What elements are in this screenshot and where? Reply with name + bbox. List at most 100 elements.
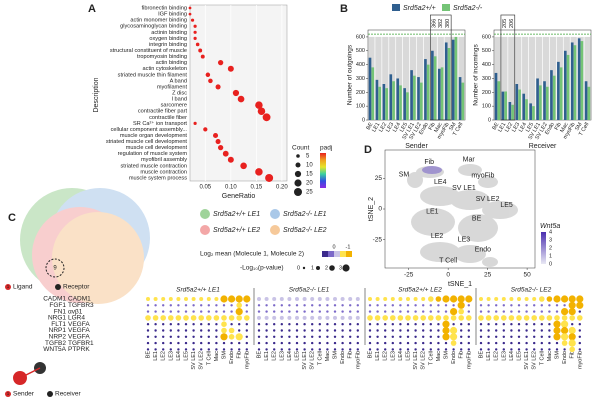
- column-label: LE3: [390, 351, 396, 361]
- x-tick-label: SM: [448, 121, 458, 132]
- legend-label: 1: [7, 391, 10, 396]
- dot: [391, 323, 394, 326]
- x-tick-label: 0.15: [251, 185, 263, 191]
- column-label: BE: [367, 351, 373, 359]
- panel-label: A: [88, 3, 96, 15]
- cluster-label: myoFib: [471, 173, 494, 180]
- dot: [509, 297, 514, 301]
- dot: [280, 323, 283, 326]
- dot: [243, 295, 251, 303]
- legend-dot: [270, 225, 280, 235]
- x-tick-label: Fib: [428, 122, 437, 132]
- legend-label: 2: [49, 391, 52, 396]
- dot: [349, 341, 352, 345]
- dot: [317, 315, 322, 320]
- dot: [555, 348, 559, 351]
- tsne-cells: [407, 164, 518, 267]
- dot: [221, 321, 227, 328]
- dot: [184, 341, 188, 345]
- y-tick-label: Z disc: [172, 90, 187, 96]
- dot: [152, 315, 159, 321]
- dot: [467, 348, 470, 351]
- dot: [303, 348, 306, 351]
- dot: [525, 341, 528, 345]
- dot: [510, 323, 513, 326]
- y-tick-label: I band: [171, 97, 187, 103]
- dot: [553, 320, 561, 328]
- annotation: 382: [438, 19, 444, 28]
- dot: [405, 315, 411, 321]
- column-label: myoFib: [355, 351, 361, 369]
- legend-label: Sender: [13, 391, 35, 398]
- y-tick-label: striated muscle thin filament: [118, 72, 188, 78]
- y-tick-label: 100: [482, 104, 491, 110]
- dot: [479, 323, 483, 326]
- background-bar: [494, 36, 501, 120]
- column-label: Fib: [348, 351, 354, 359]
- dot: [368, 323, 372, 326]
- dot: [571, 323, 574, 326]
- dot: [437, 310, 440, 313]
- dot: [428, 296, 434, 302]
- column-label: Fib: [570, 351, 576, 359]
- dot: [245, 329, 248, 332]
- dot: [414, 341, 417, 345]
- icon: [5, 284, 11, 290]
- dot: [175, 315, 182, 321]
- dot: [273, 329, 276, 332]
- dot: [200, 323, 203, 326]
- dot: [302, 297, 307, 301]
- y-tick-label: integrin binding: [149, 42, 187, 48]
- column-label: Mac: [325, 351, 331, 362]
- dot: [349, 323, 352, 326]
- dot: [517, 335, 521, 338]
- dot: [318, 348, 321, 351]
- dot: [188, 6, 192, 10]
- y-tick-label: 0: [378, 206, 382, 213]
- dot: [295, 315, 299, 320]
- dot: [349, 348, 352, 351]
- dot: [437, 341, 440, 345]
- dot: [273, 348, 276, 351]
- dot: [279, 297, 284, 301]
- dot: [192, 329, 195, 332]
- dot: [467, 323, 470, 326]
- bar: [375, 79, 379, 120]
- dot: [444, 348, 448, 351]
- dot: [553, 326, 561, 335]
- receptor-label: CADM1: [68, 296, 91, 303]
- legend-dot: [270, 209, 280, 219]
- dot: [333, 323, 337, 326]
- y-tick-label: muscle system process: [129, 175, 187, 181]
- column-label: LE3: [279, 351, 285, 361]
- dot: [228, 295, 236, 303]
- dot: [398, 297, 403, 301]
- dot: [525, 329, 528, 332]
- bar: [584, 81, 588, 120]
- dot: [349, 310, 352, 313]
- legend-label: 25: [306, 190, 313, 196]
- dot: [238, 348, 241, 351]
- dot: [207, 323, 210, 326]
- x-axis-label: tSNE_1: [448, 281, 472, 288]
- dot: [368, 348, 372, 351]
- dot: [420, 315, 427, 321]
- dot: [355, 315, 360, 320]
- dot: [257, 348, 261, 351]
- dot: [340, 315, 345, 320]
- column-label: Fib: [459, 351, 465, 359]
- dot: [533, 329, 536, 332]
- annotation: 380: [445, 19, 451, 28]
- dot: [450, 308, 458, 316]
- dot: [326, 348, 329, 351]
- column-label: BE: [478, 351, 484, 359]
- dot: [510, 348, 513, 351]
- y-tick-label: 400: [482, 62, 491, 68]
- ligand-label: FGF1: [49, 302, 66, 309]
- legend-label: 2: [57, 284, 60, 289]
- dot: [207, 304, 210, 307]
- bar: [406, 92, 409, 120]
- dot: [184, 329, 188, 332]
- dot: [540, 310, 543, 313]
